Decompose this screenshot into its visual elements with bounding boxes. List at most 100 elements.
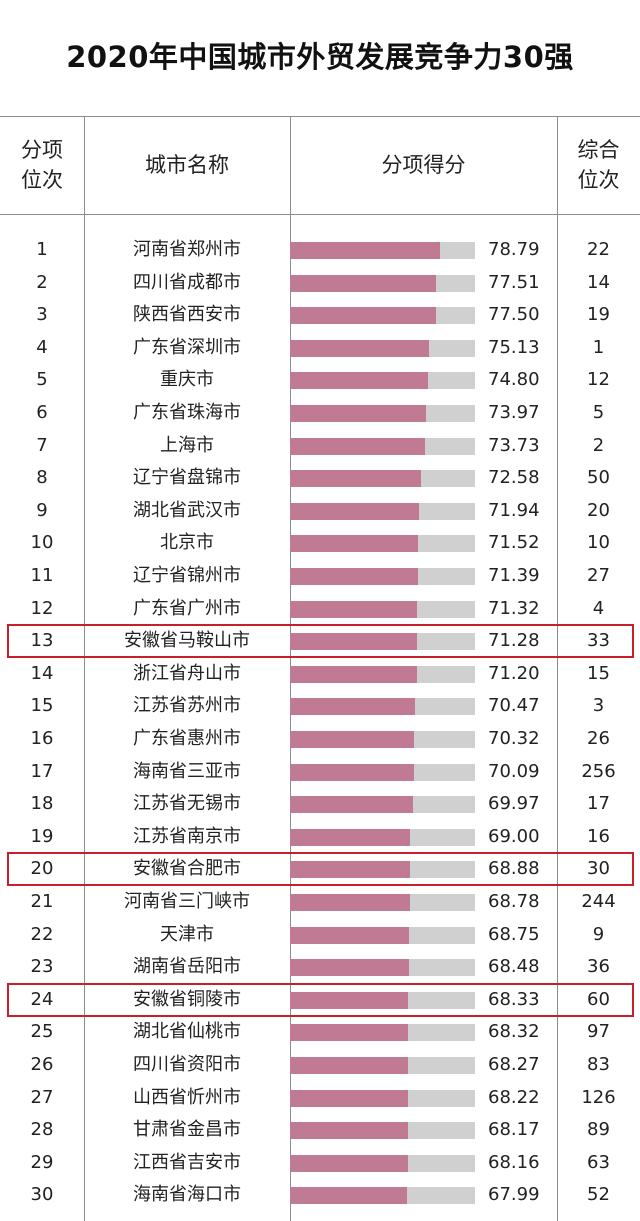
rank-cell: 5: [36, 369, 48, 391]
city-cell: 江苏省南京市: [133, 825, 241, 847]
table-row: 27 山西省忻州市 68.22 126: [0, 1082, 640, 1115]
score-label: 68.32: [488, 1021, 540, 1043]
rank-cell: 28: [30, 1119, 54, 1141]
header-total-line2: 位次: [577, 168, 620, 192]
score-bar: [290, 535, 419, 553]
total-rank-cell: 20: [587, 499, 610, 521]
score-bar: [290, 568, 418, 585]
city-cell: 广东省深圳市: [133, 336, 241, 358]
score-bar: [290, 274, 437, 292]
total-rank-cell: 36: [587, 956, 610, 978]
score-bar-track: [290, 1187, 475, 1205]
score-bar: [290, 796, 414, 814]
table-row: 17 海南省三亚市 70.09 256: [0, 756, 640, 789]
table-row: 10 北京市 71.52 10: [0, 527, 640, 560]
table-row: 6 广东省珠海市 73.97 5: [0, 397, 640, 430]
rank-cell: 11: [30, 565, 54, 586]
total-rank-cell: 19: [587, 304, 610, 326]
table-row: 9 湖北省武汉市 71.94 20: [0, 495, 640, 528]
city-cell: 海南省三亚市: [133, 760, 241, 782]
table-row: 23 湖南省岳阳市 68.48 36: [0, 951, 640, 984]
score-label: 74.80: [488, 369, 540, 391]
score-bar: [290, 926, 410, 944]
score-label: 71.94: [488, 499, 540, 521]
table-row: 12 广东省广州市 71.32 4: [0, 593, 640, 626]
score-label: 73.73: [488, 434, 540, 456]
score-bar-track: [290, 959, 475, 977]
score-bar: [290, 828, 411, 846]
city-cell: 辽宁省盘锦市: [133, 467, 241, 489]
score-bar-track: [290, 796, 475, 814]
total-rank-cell: 14: [587, 271, 610, 293]
score-bar: [290, 1057, 408, 1074]
total-rank-cell: 1: [592, 336, 605, 358]
table-row: 13 安徽省马鞍山市 71.28 33: [0, 625, 640, 658]
table-top-border: [0, 116, 640, 117]
score-bar-track: [290, 633, 475, 651]
score-bar-track: [290, 894, 475, 911]
total-rank-cell: 27: [587, 565, 610, 586]
table-row: 28 甘肃省金昌市 68.17 89: [0, 1114, 640, 1147]
table-row: 8 辽宁省盘锦市 72.58 50: [0, 462, 640, 495]
table-row: 26 四川省资阳市 68.27 83: [0, 1049, 640, 1082]
table-row: 20 安徽省合肥市 68.88 30: [0, 853, 640, 886]
chart-title: 2020年中国城市外贸发展竞争力30强: [66, 40, 574, 74]
score-bar-track: [290, 242, 475, 259]
score-label: 70.32: [488, 728, 540, 749]
rank-cell: 15: [30, 695, 54, 717]
score-bar: [290, 1024, 409, 1042]
total-rank-cell: 30: [587, 858, 610, 880]
total-rank-cell: 26: [587, 728, 610, 749]
score-bar-track: [290, 600, 475, 618]
score-label: 77.51: [488, 271, 540, 293]
column-divider: [84, 116, 85, 1221]
score-label: 71.39: [488, 565, 540, 586]
rank-cell: 27: [30, 1086, 54, 1108]
table-row: 25 湖北省仙桃市 68.32 97: [0, 1016, 640, 1049]
total-rank-cell: 22: [587, 239, 610, 260]
score-bar-track: [290, 274, 475, 292]
score-label: 75.13: [488, 336, 540, 358]
score-bar-track: [290, 698, 475, 716]
column-divider: [557, 116, 558, 1221]
score-bar: [290, 959, 409, 977]
score-label: 72.58: [488, 467, 540, 489]
score-bar-track: [290, 828, 475, 846]
score-bar-track: [290, 502, 475, 520]
rank-cell: 16: [30, 728, 54, 749]
score-label: 68.33: [488, 988, 540, 1010]
rank-cell: 18: [30, 793, 54, 815]
score-bar-track: [290, 763, 475, 781]
rank-cell: 9: [36, 499, 48, 521]
total-rank-cell: 97: [587, 1021, 610, 1043]
highlight-box: [7, 624, 634, 659]
score-bar-track: [290, 991, 475, 1009]
score-label: 71.20: [488, 662, 540, 684]
rank-cell: 3: [36, 304, 48, 326]
score-bar-track: [290, 372, 475, 390]
score-label: 68.48: [488, 956, 540, 978]
score-label: 78.79: [488, 239, 540, 260]
rank-cell: 6: [36, 402, 48, 423]
table-row: 19 江苏省南京市 69.00 16: [0, 821, 640, 854]
score-bar: [290, 665, 418, 683]
table-row: 14 浙江省舟山市 71.20 15: [0, 658, 640, 691]
score-label: 68.17: [488, 1119, 540, 1141]
total-rank-cell: 33: [587, 630, 610, 652]
rank-cell: 4: [36, 336, 48, 358]
total-rank-cell: 4: [592, 597, 605, 619]
rank-cell: 25: [30, 1021, 54, 1043]
city-cell: 海南省海口市: [133, 1184, 241, 1206]
header-total: 综合 位次: [557, 116, 640, 214]
score-bar-track: [290, 1089, 475, 1107]
city-cell: 安徽省铜陵市: [133, 988, 241, 1010]
score-bar-track: [290, 568, 475, 585]
score-bar-track: [290, 307, 475, 325]
city-cell: 江苏省苏州市: [133, 695, 241, 717]
score-bar: [290, 339, 430, 357]
rank-cell: 2: [36, 271, 48, 293]
score-label: 71.28: [488, 630, 540, 652]
score-bar-track: [290, 1122, 475, 1140]
table-row: 3 陕西省西安市 77.50 19: [0, 299, 640, 332]
score-bar-track: [290, 1154, 475, 1172]
